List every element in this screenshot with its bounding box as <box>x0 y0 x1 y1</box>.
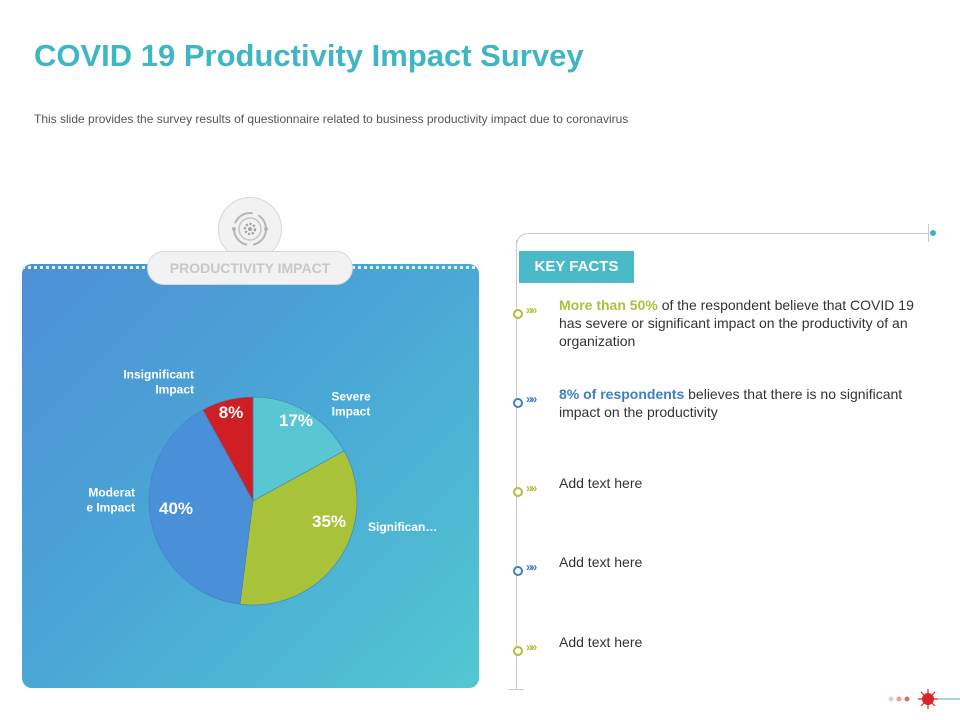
decor-dot <box>888 696 894 702</box>
decor-dot <box>896 696 902 702</box>
key-facts-frame-tick <box>928 224 929 242</box>
double-chevron-icon: »» <box>526 392 537 406</box>
decor-dot <box>904 696 910 702</box>
key-facts-frame-bottom <box>509 689 524 690</box>
timeline-node-icon <box>513 566 523 576</box>
virus-decoration <box>888 689 960 709</box>
double-chevron-icon: »» <box>526 303 537 317</box>
key-facts-heading: KEY FACTS <box>519 251 634 283</box>
timeline-node-icon <box>513 487 523 497</box>
key-facts-frame-dot <box>930 230 936 236</box>
pie-slice <box>202 396 254 502</box>
gear-cycle-icon <box>232 212 268 246</box>
key-fact-text: Add text here <box>559 634 643 650</box>
double-chevron-icon: »» <box>526 560 537 574</box>
virus-icon <box>918 689 938 709</box>
pie-slice <box>252 396 345 502</box>
timeline-node-icon <box>513 398 523 408</box>
key-fact-text: Add text here <box>559 475 643 491</box>
key-fact-body: believes that there is no significant im… <box>559 386 903 420</box>
pie-slice <box>239 450 358 606</box>
key-fact-text: Add text here <box>559 554 643 570</box>
slice-category-label: Insignificant Impact <box>123 368 194 397</box>
slice-category-label: Significan… <box>368 520 437 534</box>
timeline-node-icon <box>513 646 523 656</box>
slice-percent-label: 17% <box>279 411 313 430</box>
double-chevron-icon: »» <box>526 640 537 654</box>
slice-category-label: Severe Impact <box>331 390 371 419</box>
double-chevron-icon: »» <box>526 481 537 495</box>
slice-percent-label: 8% <box>219 403 244 422</box>
page-subtitle: This slide provides the survey results o… <box>34 112 629 126</box>
key-fact-text: 8% of respondents believes that there is… <box>559 385 924 421</box>
panel-icon-badge <box>218 197 282 261</box>
key-fact-text: More than 50% of the respondent believe … <box>559 296 924 350</box>
timeline-node-icon <box>513 309 523 319</box>
key-facts-frame-horizontal <box>529 233 929 234</box>
slice-percent-label: 40% <box>159 499 193 518</box>
key-fact-body: of the respondent believe that COVID 19 … <box>559 297 914 349</box>
slice-percent-label: 35% <box>312 512 346 531</box>
page-title: COVID 19 Productivity Impact Survey <box>34 38 584 73</box>
key-fact-highlight: More than 50% <box>559 297 658 313</box>
pie-slice <box>148 409 254 605</box>
slice-category-label: Moderat e Impact <box>86 486 135 515</box>
key-facts-frame-vertical <box>516 240 517 690</box>
productivity-impact-label: PRODUCTIVITY IMPACT <box>147 251 353 285</box>
key-fact-highlight: 8% of respondents <box>559 386 685 402</box>
